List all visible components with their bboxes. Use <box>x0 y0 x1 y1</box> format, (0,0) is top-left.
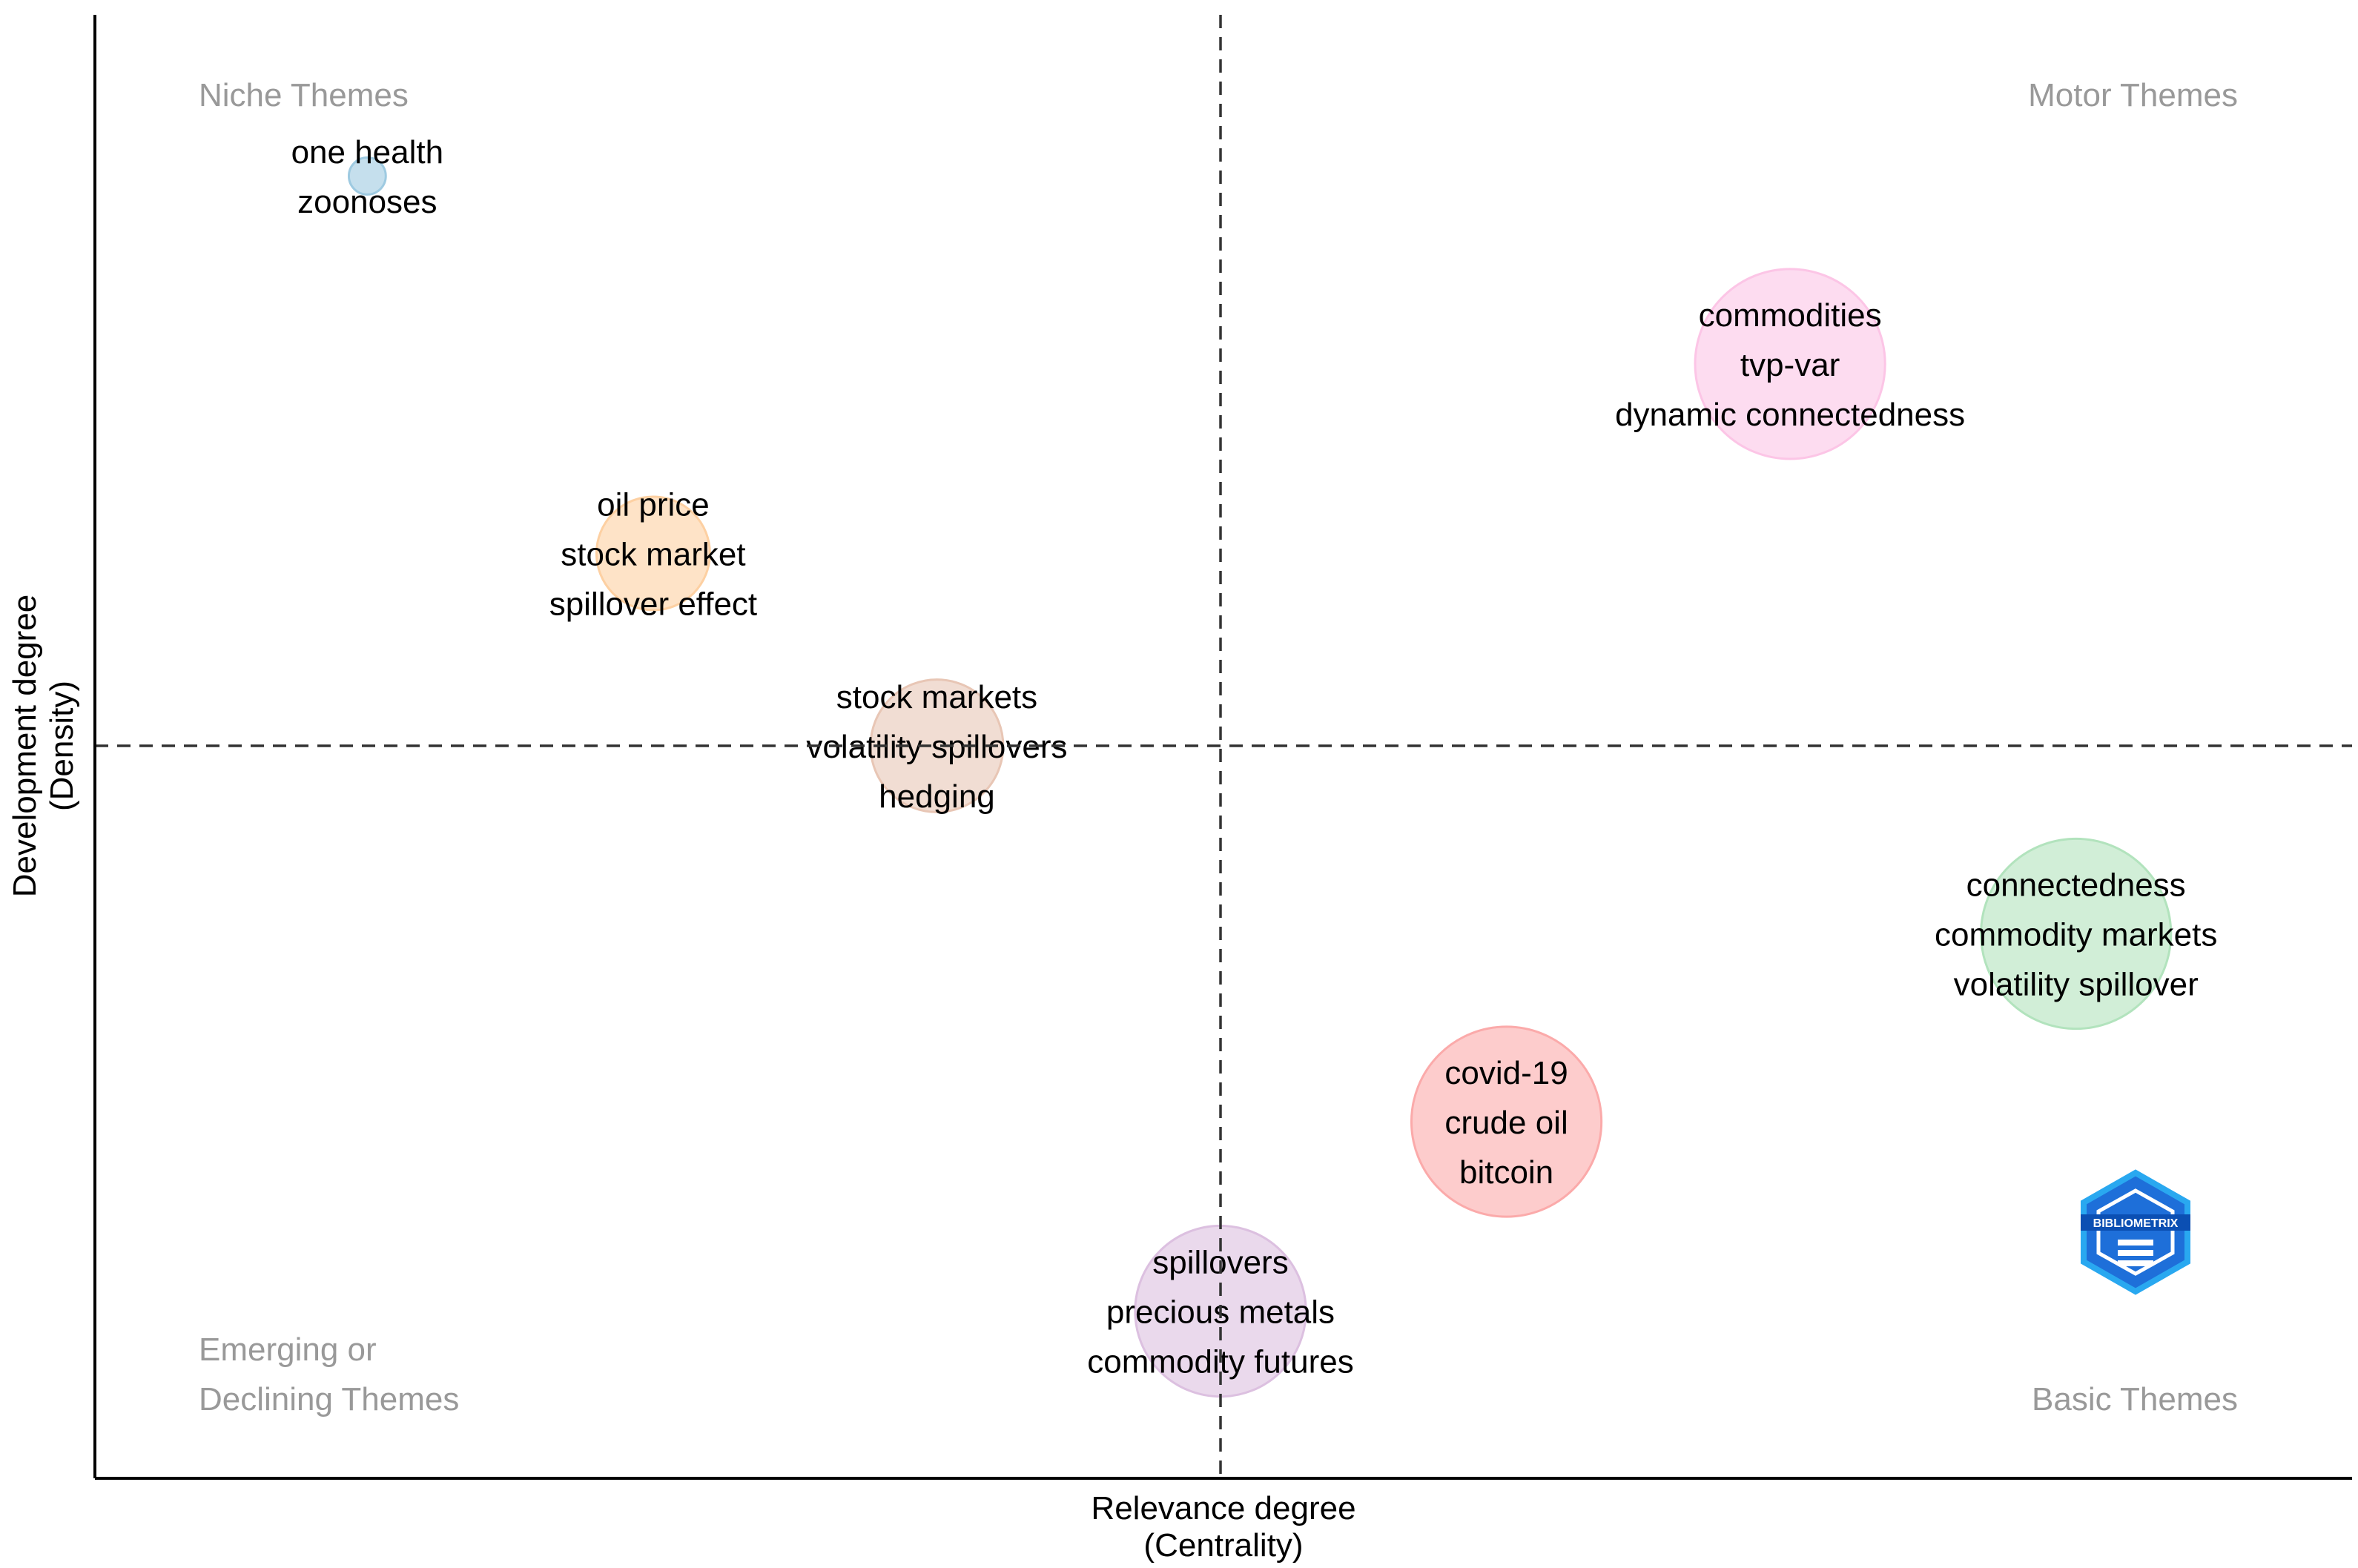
cluster-connectedness-label-2: commodity markets <box>1935 917 2217 953</box>
cluster-stock-markets-label-3: hedging <box>879 778 995 815</box>
quadrant-label-emerging-line1: Emerging or <box>199 1332 377 1368</box>
logo-text: BIBLIOMETRIX <box>2093 1217 2179 1230</box>
cluster-oil-price-label-1: oil price <box>597 486 710 523</box>
cluster-covid-19-bubble <box>1410 1025 1603 1218</box>
logo-book-bar3 <box>2118 1260 2153 1266</box>
cluster-stock-markets-bubble <box>869 678 1005 813</box>
cluster-covid-19-label-1: covid-19 <box>1444 1055 1568 1091</box>
cluster-one-health-label-1: one health <box>291 134 444 171</box>
cluster-connectedness-label-1: connectedness <box>1966 867 2186 904</box>
quadrant-label-basic: Basic Themes <box>2032 1381 2238 1418</box>
cluster-commodities-bubble <box>1694 268 1886 460</box>
cluster-connectedness-label-3: volatility spillover <box>1954 967 2199 1003</box>
quadrant-label-emerging-line2: Declining Themes <box>199 1381 459 1418</box>
logo-book-bar2 <box>2118 1250 2153 1256</box>
cluster-covid-19-label-3: bitcoin <box>1459 1154 1553 1191</box>
quadrant-label-niche: Niche Themes <box>199 77 409 113</box>
cluster-stock-markets-label-2: volatility spillovers <box>806 729 1067 765</box>
cluster-one-health-bubble <box>347 156 387 196</box>
y-axis-title-line2: (Density) <box>44 681 80 811</box>
cluster-oil-price-label-3: spillover effect <box>549 586 757 622</box>
logo-hexagon-outer <box>2081 1169 2190 1295</box>
logo-banner <box>2081 1214 2190 1231</box>
cluster-commodities-label-2: tvp-var <box>1740 347 1840 383</box>
cluster-one-health-label-2: zoonoses <box>297 184 437 220</box>
cluster-covid-19-label-2: crude oil <box>1444 1105 1568 1141</box>
y-axis-title-line1: Development degree <box>7 595 43 897</box>
cluster-stock-markets-label-1: stock markets <box>836 679 1037 715</box>
x-axis-title-line2: (Centrality) <box>1143 1527 1303 1564</box>
cluster-connectedness-bubble <box>1980 837 2173 1031</box>
cluster-commodities-label-3: dynamic connectedness <box>1615 397 1965 433</box>
cluster-commodities-label-1: commodities <box>1699 297 1882 334</box>
logo-book-bar1 <box>2118 1240 2153 1246</box>
cluster-oil-price-label-2: stock market <box>561 536 745 572</box>
bibliometrix-logo: BIBLIOMETRIX <box>2081 1169 2190 1295</box>
x-axis-title-line1: Relevance degree <box>1091 1490 1355 1526</box>
cluster-oil-price-bubble <box>595 495 711 612</box>
logo-hexagon-inner <box>2096 1188 2175 1276</box>
quadrant-label-motor: Motor Themes <box>2028 77 2238 113</box>
